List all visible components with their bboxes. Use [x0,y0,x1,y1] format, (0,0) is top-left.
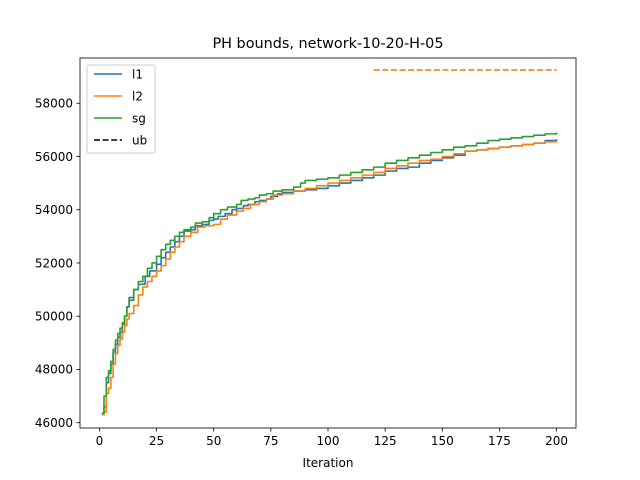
series-line-l1 [101,139,558,415]
legend-box [86,64,156,154]
y-tick-label: 56000 [35,150,73,164]
y-tick-label: 46000 [35,416,73,430]
y-tick-label: 48000 [35,363,73,377]
x-axis: 0 25 50 75 100 125 150 175 200 [96,428,568,448]
series-line-l2 [101,140,558,416]
y-axis: 46000 48000 50000 52000 54000 56000 58000 [35,97,80,430]
legend-label-ub: ub [132,133,147,147]
x-tick-label: 25 [149,434,164,448]
x-tick-label: 175 [488,434,511,448]
x-tick-label: 0 [96,434,104,448]
y-tick-label: 58000 [35,97,73,111]
series-line-sg [101,132,558,415]
x-axis-label: Iteration [303,456,354,470]
x-tick-label: 200 [545,434,568,448]
x-tick-label: 150 [431,434,454,448]
y-tick-label: 54000 [35,203,73,217]
legend-label-sg: sg [132,111,146,125]
x-tick-label: 100 [317,434,340,448]
legend-label-l2: l2 [132,89,143,103]
legend-entries: l1 l2 sg ub [94,67,147,147]
legend-label-l1: l1 [132,67,143,81]
series-layer [101,69,558,416]
y-tick-label: 52000 [35,256,73,270]
x-tick-label: 50 [206,434,221,448]
x-tick-label: 125 [374,434,397,448]
legend: l1 l2 sg ub [86,64,156,154]
y-tick-label: 50000 [35,310,73,324]
chart-title: PH bounds, network-10-20-H-05 [212,36,443,52]
x-tick-label: 75 [263,434,278,448]
plot-area [79,57,577,429]
